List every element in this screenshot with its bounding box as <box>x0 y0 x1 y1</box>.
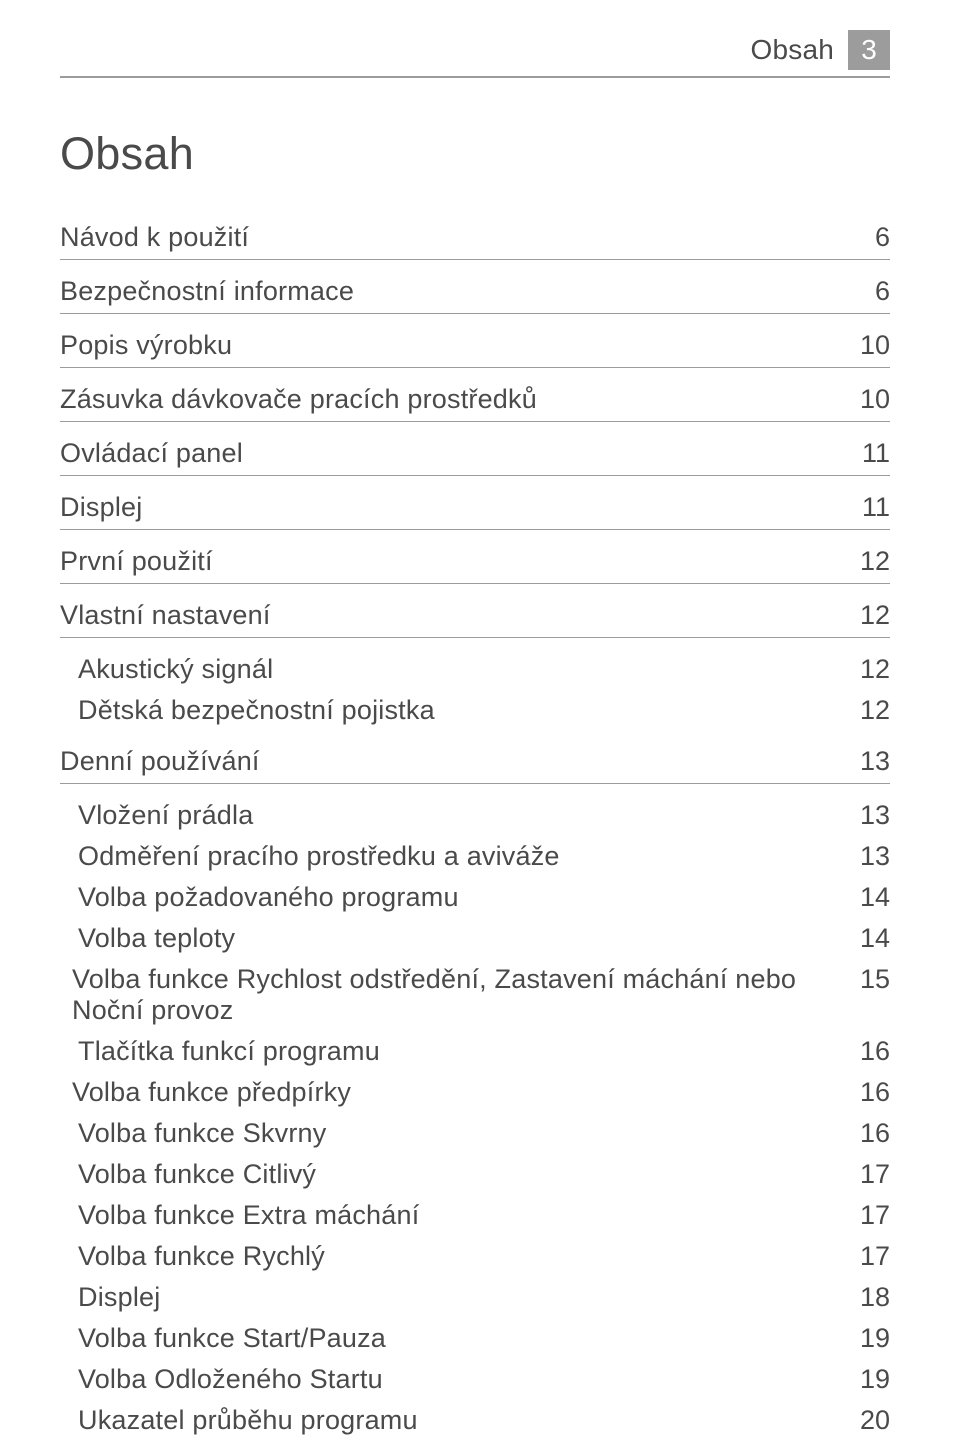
toc-label: Volba funkce Start/Pauza <box>60 1323 386 1354</box>
toc-label: První použití <box>60 546 213 577</box>
toc-row[interactable]: Displej 18 <box>60 1276 890 1317</box>
page-header: Obsah 3 <box>60 30 890 70</box>
toc-label: Popis výrobku <box>60 330 232 361</box>
toc-label: Vlastní nastavení <box>60 600 271 631</box>
toc-row[interactable]: Displej 11 <box>60 486 890 530</box>
toc-label: Volba funkce předpírky <box>60 1077 351 1108</box>
toc-page-number: 13 <box>846 800 890 831</box>
toc-page-number: 17 <box>846 1200 890 1231</box>
toc-page-number: 12 <box>846 654 890 685</box>
toc-page-number: 16 <box>846 1036 890 1067</box>
toc-label: Volba funkce Citlivý <box>60 1159 316 1190</box>
toc-row[interactable]: První použití 12 <box>60 540 890 584</box>
toc-label: Volba funkce Rychlost odstředění, Zastav… <box>60 964 846 1026</box>
toc-label: Dětská bezpečnostní pojistka <box>60 695 435 726</box>
header-page-number: 3 <box>848 30 890 70</box>
toc-row[interactable]: Vlastní nastavení 12 <box>60 594 890 638</box>
toc-page-number: 17 <box>846 1241 890 1272</box>
toc-label: Akustický signál <box>60 654 273 685</box>
toc-page-number: 15 <box>846 964 890 995</box>
toc-row[interactable]: Návod k použití 6 <box>60 216 890 260</box>
toc-label: Volba funkce Rychlý <box>60 1241 325 1272</box>
toc-label: Volba požadovaného programu <box>60 882 459 913</box>
toc-row[interactable]: Popis výrobku 10 <box>60 324 890 368</box>
toc-page-number: 11 <box>846 438 890 469</box>
toc-row[interactable]: Dětská bezpečnostní pojistka 12 <box>60 689 890 730</box>
toc-label: Odměření pracího prostředku a aviváže <box>60 841 560 872</box>
toc-row[interactable]: Denní používání 13 <box>60 740 890 784</box>
toc-label: Volba funkce Extra máchání <box>60 1200 419 1231</box>
toc-page-number: 19 <box>846 1323 890 1354</box>
toc-row[interactable]: Volba funkce Start/Pauza 19 <box>60 1317 890 1358</box>
toc-page-number: 16 <box>846 1077 890 1108</box>
toc-row[interactable]: Volba funkce Citlivý 17 <box>60 1153 890 1194</box>
toc-label: Tlačítka funkcí programu <box>60 1036 380 1067</box>
toc-row[interactable]: Ovládací panel 11 <box>60 432 890 476</box>
toc-row[interactable]: Volba požadovaného programu 14 <box>60 876 890 917</box>
toc-page-number: 10 <box>846 384 890 415</box>
toc-page-number: 19 <box>846 1364 890 1395</box>
toc-row[interactable]: Volba Odloženého Startu 19 <box>60 1358 890 1399</box>
toc-row[interactable]: Vložení prádla 13 <box>60 794 890 835</box>
toc-row[interactable]: Tlačítka funkcí programu 16 <box>60 1030 890 1071</box>
toc-row[interactable]: Volba funkce Rychlý 17 <box>60 1235 890 1276</box>
toc-row[interactable]: Volba funkce Rychlost odstředění, Zastav… <box>60 958 890 1030</box>
toc-label: Bezpečnostní informace <box>60 276 354 307</box>
toc-label: Denní používání <box>60 746 260 777</box>
page-container: Obsah 3 Obsah Návod k použití6Bezpečnost… <box>0 0 960 1371</box>
toc-page-number: 17 <box>846 1159 890 1190</box>
toc-page-number: 14 <box>846 923 890 954</box>
toc-label: Displej <box>60 1282 160 1313</box>
toc-row[interactable]: Volba funkce předpírky 16 <box>60 1071 890 1112</box>
header-rule <box>60 76 890 78</box>
toc-page-number: 12 <box>846 600 890 631</box>
toc-page-number: 11 <box>846 492 890 523</box>
toc-row[interactable]: Volba teploty 14 <box>60 917 890 958</box>
toc-label: Volba teploty <box>60 923 235 954</box>
toc-row[interactable]: Odměření pracího prostředku a aviváže 13 <box>60 835 890 876</box>
toc-row[interactable]: Ukazatel průběhu programu 20 <box>60 1399 890 1440</box>
toc-row[interactable]: Bezpečnostní informace 6 <box>60 270 890 314</box>
toc-page-number: 18 <box>846 1282 890 1313</box>
toc-page-number: 12 <box>846 695 890 726</box>
toc-row[interactable]: Akustický signál 12 <box>60 648 890 689</box>
toc-page-number: 20 <box>846 1405 890 1436</box>
toc-page-number: 6 <box>846 276 890 307</box>
toc-label: Ovládací panel <box>60 438 243 469</box>
toc-label: Návod k použití <box>60 222 249 253</box>
toc-page-number: 6 <box>846 222 890 253</box>
toc-label: Ukazatel průběhu programu <box>60 1405 418 1436</box>
toc-page-number: 12 <box>846 546 890 577</box>
toc-label: Displej <box>60 492 142 523</box>
toc-label: Volba funkce Skvrny <box>60 1118 326 1149</box>
toc-row[interactable]: Zásuvka dávkovače pracích prostředků 10 <box>60 378 890 422</box>
toc-label: Volba Odloženého Startu <box>60 1364 383 1395</box>
toc-row[interactable]: Volba funkce Skvrny 16 <box>60 1112 890 1153</box>
toc-page-number: 13 <box>846 746 890 777</box>
toc-page-number: 14 <box>846 882 890 913</box>
spacer <box>60 730 890 740</box>
header-section-label: Obsah <box>751 34 835 66</box>
toc-page-number: 16 <box>846 1118 890 1149</box>
page-title: Obsah <box>60 128 890 180</box>
toc-label: Zásuvka dávkovače pracích prostředků <box>60 384 537 415</box>
toc-page-number: 13 <box>846 841 890 872</box>
toc-row[interactable]: Volba funkce Extra máchání 17 <box>60 1194 890 1235</box>
toc-page-number: 10 <box>846 330 890 361</box>
toc-list: Návod k použití 6 Bezpečnostní informace 6 P… <box>60 216 890 1440</box>
toc-label: Vložení prádla <box>60 800 253 831</box>
